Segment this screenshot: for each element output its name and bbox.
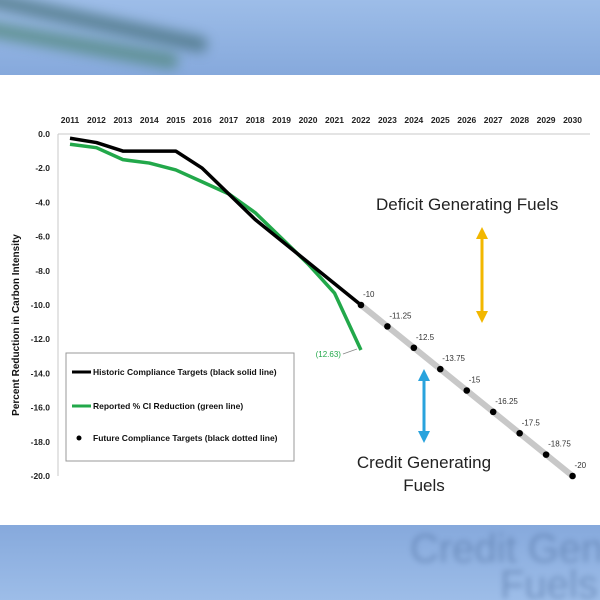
y-tick-label: -16.0 [31,403,51,413]
future-point-label: -15 [469,376,481,385]
legend-box [65,352,295,462]
future-target-point [569,472,576,480]
x-tick-label: 2021 [325,115,344,125]
future-target-point [489,408,497,416]
x-tick-label: 2026 [457,115,476,125]
x-tick-label: 2025 [431,115,450,125]
credit-annotation-line1: Credit Generating [357,453,491,472]
future-target-point [542,451,550,458]
legend-label-historic: Historic Compliance Targets (black solid… [93,367,277,377]
future-point-label: -20 [575,461,587,470]
x-tick-label: 2020 [299,115,318,125]
future-point-label: -11.25 [389,311,412,320]
x-tick-label: 2024 [404,115,423,125]
axes: 2011 2012 2013 2014 2015 2016 2017 2018 2019 2020… [31,115,590,481]
x-tick-label: 2019 [272,115,291,125]
legend: Historic Compliance Targets (black solid… [65,352,295,462]
blurred-background-text-2: Fuels [500,563,598,600]
green-end-value-label: (12.63) [316,350,342,359]
y-tick-label: -14.0 [31,368,51,378]
y-tick-label: -8.0 [35,266,50,276]
x-tick-label: 2018 [246,115,265,125]
future-target-point [357,301,365,309]
x-tick-label: 2016 [193,115,212,125]
y-tick-label: -10.0 [31,300,51,310]
green-end-leader [342,348,358,355]
x-tick-label: 2030 [563,115,582,125]
point-labels: -10 -11.25 -12.5 -13.75 -15 -16.25 -17.5 -18.75… [316,290,587,470]
x-tick-label: 2012 [87,115,106,125]
future-point-label: -18.75 [548,440,571,449]
x-tick-label: 2028 [510,115,529,125]
future-point-label: -13.75 [442,354,465,363]
future-target-point [437,365,444,373]
x-tick-label: 2023 [378,115,397,125]
x-tick-label: 2029 [537,115,556,125]
x-tick-label: 2014 [140,115,159,125]
x-tick-label: 2011 [61,115,80,125]
series-reported-line [69,142,363,351]
future-target-point [516,429,523,437]
legend-label-future: Future Compliance Targets (black dotted … [93,433,278,443]
x-tick-label: 2027 [484,115,503,125]
future-point-label: -10 [363,290,375,299]
y-tick-label: -6.0 [35,232,50,242]
y-tick-label: -20.0 [31,471,51,481]
y-tick-label: 0.0 [38,129,50,139]
y-tick-label: -4.0 [35,197,50,207]
x-tick-label: 2015 [166,115,185,125]
future-target-point [463,387,471,394]
future-target-point [384,323,391,330]
future-target-point [410,344,418,352]
blurred-background-text-1: Credit Gene [410,527,600,571]
y-tick-label: -2.0 [35,163,50,173]
future-point-label: -12.5 [416,333,435,342]
legend-label-reported: Reported % CI Reduction (green line) [93,401,243,411]
blurred-background-bottom: Credit Gene Fuels [0,525,600,600]
legend-swatch-future [76,435,82,441]
y-tick-label: -12.0 [31,334,51,344]
chart-svg: 2011 2012 2013 2014 2015 2016 2017 2018 2019 2020… [11,115,590,495]
blurred-background-top [0,0,600,75]
x-tick-label: 2013 [113,115,132,125]
credit-annotation-line2: Fuels [403,476,445,495]
x-tick-label: 2022 [351,115,370,125]
future-point-label: -16.25 [495,397,518,406]
series-group [69,136,576,480]
deficit-annotation: Deficit Generating Fuels [376,195,558,214]
series-historic-line [69,136,363,307]
future-point-label: -17.5 [522,418,541,427]
chart-panel: 2011 2012 2013 2014 2015 2016 2017 2018 2019 2020… [0,75,600,525]
x-tick-label: 2017 [219,115,238,125]
y-tick-label: -18.0 [31,437,51,447]
y-axis-label: Percent Reduction in Carbon Intensity [11,234,22,416]
